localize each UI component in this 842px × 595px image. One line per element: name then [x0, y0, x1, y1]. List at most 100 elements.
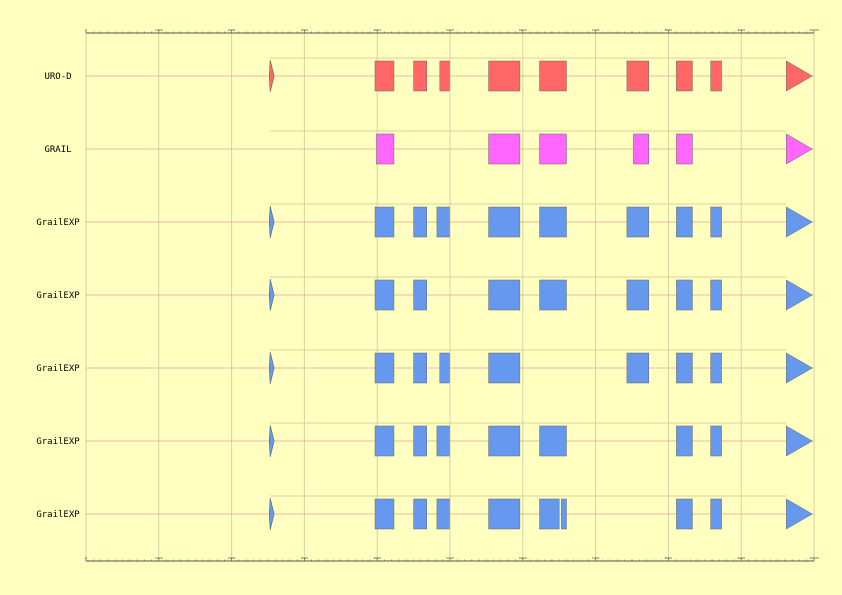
- exon-block: [676, 206, 693, 238]
- ruler-tick-label: 9000: [737, 28, 745, 32]
- ruler-tick-label: 2000: [228, 556, 236, 560]
- track-row: GrailEXP: [36, 203, 814, 239]
- exon-block: [676, 133, 693, 165]
- exon-block: [539, 133, 567, 165]
- exon-block: [488, 279, 521, 311]
- end-arrow: [786, 498, 813, 530]
- end-arrow: [786, 279, 813, 311]
- start-marker: [268, 278, 275, 312]
- exon-block: [676, 425, 693, 457]
- exon-block: [439, 352, 450, 384]
- exon-block: [626, 352, 649, 384]
- track-label: GrailEXP: [36, 218, 80, 228]
- exon-block: [413, 425, 427, 457]
- ruler-tick-label: 10000: [809, 556, 819, 560]
- ruler-tick-label: 0: [85, 556, 87, 560]
- ruler-tick-label: 3000: [301, 28, 309, 32]
- ruler-tick-label: 7000: [592, 28, 600, 32]
- exon-block: [488, 352, 521, 384]
- exon-block: [710, 498, 722, 530]
- start-marker: [268, 205, 275, 239]
- vertical-gridlines: [85, 33, 815, 561]
- exon-block: [626, 60, 649, 92]
- top-ruler: 0 1000 2000 3000 4000 5000 6000 7000 8000 9000 100…: [85, 28, 819, 34]
- exon-block: [374, 206, 395, 238]
- exon-block: [488, 60, 521, 92]
- ruler-tick-label: 8000: [665, 556, 673, 560]
- exon-block: [539, 206, 567, 238]
- exon-block: [676, 498, 693, 530]
- ruler-tick-label: 4000: [373, 28, 381, 32]
- exon-block: [710, 206, 722, 238]
- exon-block: [539, 425, 567, 457]
- exon-block: [436, 425, 450, 457]
- track-label: GRAIL: [44, 145, 71, 155]
- end-arrow: [786, 352, 813, 384]
- exon-block: [710, 352, 722, 384]
- ruler-tick-label: 6000: [519, 556, 527, 560]
- exon-block: [710, 279, 722, 311]
- exon-block: [626, 206, 649, 238]
- exon-block: [488, 425, 521, 457]
- exon-block: [413, 279, 427, 311]
- track-row: GrailEXP: [36, 495, 814, 531]
- exon-block: [376, 133, 395, 165]
- ruler-tick-label: 5000: [446, 28, 454, 32]
- bottom-ruler: 0 1000 2000 3000 4000 5000 6000 7000 8000 9000 100…: [85, 556, 819, 562]
- start-marker: [268, 424, 275, 458]
- prediction-tracks: URO-D GRAIL GrailEXP GrailEXP GrailEXP GrailE…: [36, 57, 814, 531]
- ruler-tick-label: 8000: [665, 28, 673, 32]
- exon-block: [488, 206, 521, 238]
- ruler-tick-label: 2000: [228, 28, 236, 32]
- exon-block: [633, 133, 649, 165]
- exon-block: [676, 279, 693, 311]
- track-label: GrailEXP: [36, 291, 80, 301]
- exon-block: [539, 60, 567, 92]
- exon-block: [374, 498, 395, 530]
- ruler-tick-label: 7000: [592, 556, 600, 560]
- track-row: GRAIL: [44, 130, 814, 165]
- ruler-tick-label: 1000: [155, 28, 163, 32]
- exon-block: [374, 425, 395, 457]
- exon-block: [676, 352, 693, 384]
- ruler-tick-label: 4000: [373, 556, 381, 560]
- exon-block: [374, 279, 395, 311]
- track-label: GrailEXP: [36, 510, 80, 520]
- exon-block: [561, 498, 567, 530]
- ruler-tick-label: 0: [85, 28, 87, 32]
- end-arrow: [786, 60, 813, 92]
- exon-block: [539, 279, 567, 311]
- start-marker: [268, 351, 275, 385]
- track-row: GrailEXP: [36, 349, 814, 385]
- track-row: URO-D: [44, 57, 814, 93]
- start-marker: [268, 497, 275, 531]
- track-row: GrailEXP: [36, 422, 814, 458]
- ruler-tick-label: 3000: [301, 556, 309, 560]
- exon-block: [436, 498, 450, 530]
- track-label: GrailEXP: [36, 364, 80, 374]
- track-label: URO-D: [44, 72, 71, 82]
- exon-block: [436, 206, 450, 238]
- exon-block: [439, 60, 450, 92]
- exon-block: [539, 498, 560, 530]
- exon-block: [488, 133, 521, 165]
- track-label: GrailEXP: [36, 437, 80, 447]
- start-marker: [268, 59, 275, 93]
- exon-block: [488, 498, 521, 530]
- end-arrow: [786, 206, 813, 238]
- exon-block: [413, 498, 427, 530]
- ruler-tick-label: 6000: [519, 28, 527, 32]
- exon-block: [413, 60, 427, 92]
- exon-block: [626, 279, 649, 311]
- exon-block: [710, 60, 722, 92]
- exon-block: [676, 60, 693, 92]
- exon-block: [710, 425, 722, 457]
- ruler-tick-label: 1000: [155, 556, 163, 560]
- track-row: GrailEXP: [36, 276, 814, 312]
- exon-block: [374, 352, 395, 384]
- ruler-tick-label: 9000: [737, 556, 745, 560]
- exon-block: [413, 352, 427, 384]
- end-arrow: [786, 133, 813, 165]
